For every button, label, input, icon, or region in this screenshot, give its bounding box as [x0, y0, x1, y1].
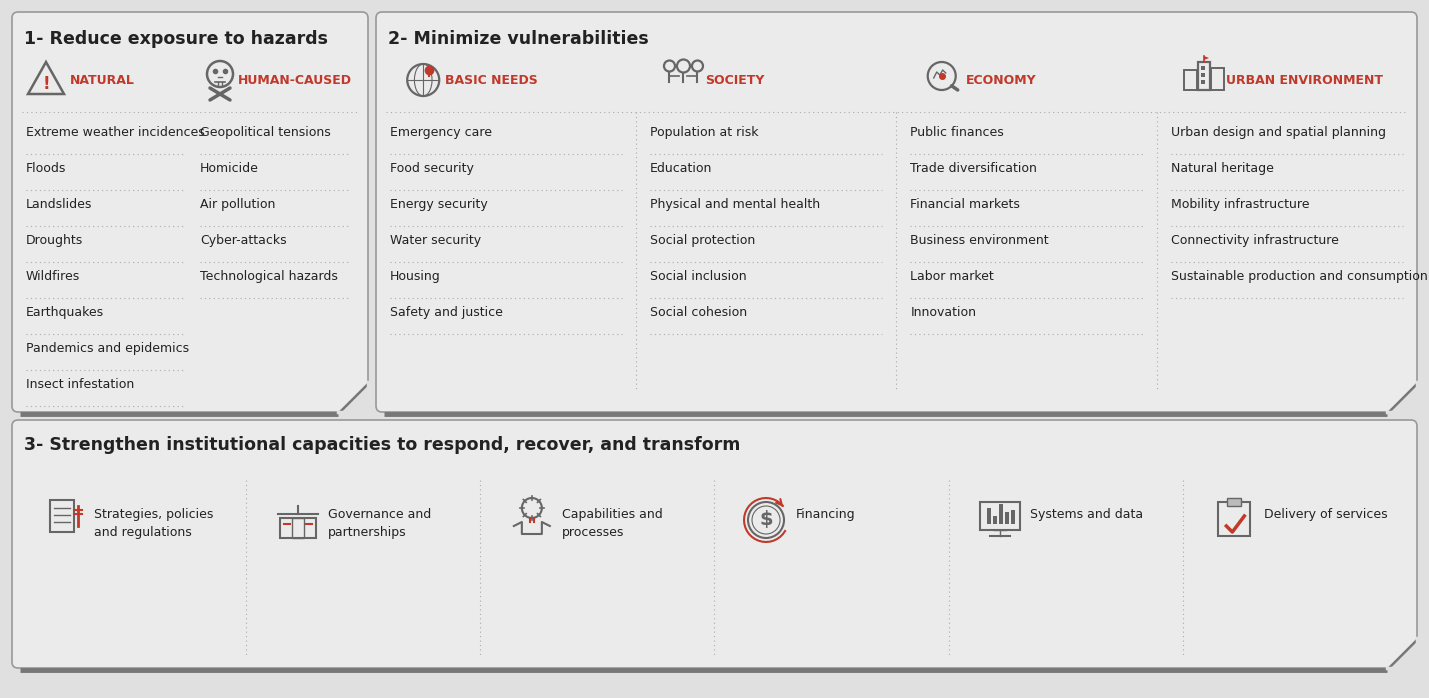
Text: Extreme weather incidences: Extreme weather incidences — [26, 126, 204, 139]
Text: Pandemics and epidemics: Pandemics and epidemics — [26, 342, 189, 355]
Text: Social inclusion: Social inclusion — [650, 270, 747, 283]
Text: URBAN ENVIRONMENT: URBAN ENVIRONMENT — [1226, 73, 1383, 87]
Text: Business environment: Business environment — [910, 234, 1049, 247]
Bar — [1198, 62, 1210, 90]
Text: !: ! — [43, 75, 50, 93]
Bar — [280, 518, 316, 538]
Text: Sustainable production and consumption: Sustainable production and consumption — [1170, 270, 1428, 283]
Text: Public finances: Public finances — [910, 126, 1005, 139]
Text: Physical and mental health: Physical and mental health — [650, 198, 820, 211]
Bar — [1012, 510, 1015, 524]
Text: Capabilities and
processes: Capabilities and processes — [562, 508, 663, 539]
Text: Connectivity infrastructure: Connectivity infrastructure — [1170, 234, 1339, 247]
Text: Technological hazards: Technological hazards — [200, 270, 337, 283]
Bar — [980, 502, 1020, 530]
Polygon shape — [1389, 384, 1418, 412]
Polygon shape — [340, 384, 369, 412]
Text: Floods: Floods — [26, 162, 66, 175]
Text: Safety and justice: Safety and justice — [390, 306, 503, 319]
Bar — [1219, 502, 1250, 536]
Text: 1- Reduce exposure to hazards: 1- Reduce exposure to hazards — [24, 30, 329, 48]
Text: Food security: Food security — [390, 162, 474, 175]
Text: Labor market: Labor market — [910, 270, 995, 283]
Text: HUMAN-CAUSED: HUMAN-CAUSED — [239, 73, 352, 87]
Bar — [999, 504, 1003, 524]
Text: Homicide: Homicide — [200, 162, 259, 175]
Text: NATURAL: NATURAL — [70, 73, 134, 87]
Text: Geopolitical tensions: Geopolitical tensions — [200, 126, 330, 139]
Bar — [1200, 80, 1205, 84]
Bar — [987, 508, 992, 524]
Text: Water security: Water security — [390, 234, 482, 247]
Text: $: $ — [759, 510, 773, 530]
Text: 2- Minimize vulnerabilities: 2- Minimize vulnerabilities — [389, 30, 649, 48]
Text: Delivery of services: Delivery of services — [1265, 508, 1388, 521]
Text: Strategies, policies
and regulations: Strategies, policies and regulations — [93, 508, 213, 539]
Text: Earthquakes: Earthquakes — [26, 306, 104, 319]
Bar — [1200, 66, 1205, 70]
Text: BASIC NEEDS: BASIC NEEDS — [446, 73, 537, 87]
Text: Emergency care: Emergency care — [390, 126, 492, 139]
Text: Social protection: Social protection — [650, 234, 756, 247]
FancyBboxPatch shape — [376, 12, 1418, 412]
Text: Governance and
partnerships: Governance and partnerships — [327, 508, 432, 539]
Text: Droughts: Droughts — [26, 234, 83, 247]
Text: 3- Strengthen institutional capacities to respond, recover, and transform: 3- Strengthen institutional capacities t… — [24, 436, 740, 454]
Bar — [292, 518, 304, 538]
Text: Urban design and spatial planning: Urban design and spatial planning — [1170, 126, 1386, 139]
Text: Financing: Financing — [796, 508, 856, 521]
Bar — [993, 516, 997, 524]
Text: Insect infestation: Insect infestation — [26, 378, 134, 391]
Bar — [1005, 512, 1009, 524]
Text: Mobility infrastructure: Mobility infrastructure — [1170, 198, 1309, 211]
FancyBboxPatch shape — [11, 12, 369, 412]
Text: Cyber-attacks: Cyber-attacks — [200, 234, 287, 247]
Text: Financial markets: Financial markets — [910, 198, 1020, 211]
Text: Wildfires: Wildfires — [26, 270, 80, 283]
Text: ECONOMY: ECONOMY — [966, 73, 1036, 87]
Text: SOCIETY: SOCIETY — [706, 73, 765, 87]
FancyBboxPatch shape — [11, 420, 1418, 668]
Bar — [1228, 498, 1242, 506]
Text: Natural heritage: Natural heritage — [1170, 162, 1273, 175]
Text: Housing: Housing — [390, 270, 440, 283]
Text: Energy security: Energy security — [390, 198, 487, 211]
Polygon shape — [1205, 56, 1209, 60]
Text: Innovation: Innovation — [910, 306, 976, 319]
Text: Systems and data: Systems and data — [1030, 508, 1143, 521]
Text: Education: Education — [650, 162, 713, 175]
Text: Air pollution: Air pollution — [200, 198, 276, 211]
Text: Landslides: Landslides — [26, 198, 93, 211]
Text: Population at risk: Population at risk — [650, 126, 759, 139]
Bar — [1210, 68, 1225, 90]
Bar — [50, 500, 73, 532]
Text: Trade diversification: Trade diversification — [910, 162, 1037, 175]
Text: Social cohesion: Social cohesion — [650, 306, 747, 319]
Bar — [1200, 73, 1205, 77]
Polygon shape — [1389, 640, 1418, 668]
Bar — [1185, 70, 1198, 90]
